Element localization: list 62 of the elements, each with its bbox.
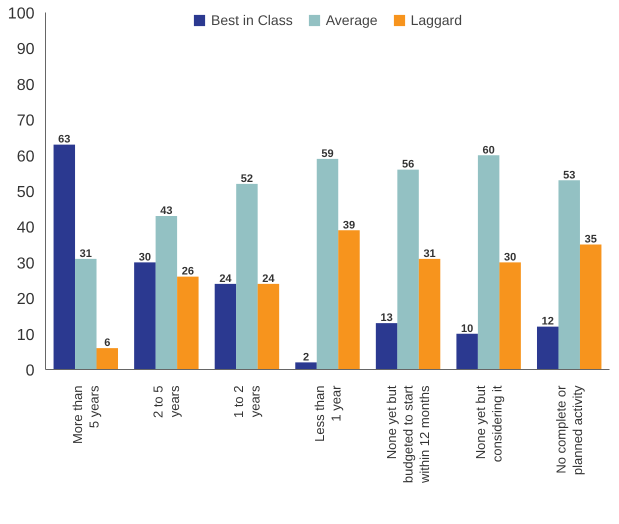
- data-label: 59: [321, 148, 334, 160]
- data-label: 53: [563, 169, 576, 182]
- bar: [338, 230, 360, 370]
- data-label: 52: [240, 172, 254, 185]
- legend-label: Laggard: [410, 12, 462, 28]
- bar: [236, 184, 258, 370]
- data-label: 31: [423, 248, 436, 260]
- data-label: 6: [104, 337, 110, 350]
- y-tick-label: 10: [16, 326, 35, 344]
- x-tick-label: Less than 1 year: [312, 384, 344, 442]
- bar: [397, 170, 419, 370]
- data-label: 63: [58, 134, 70, 146]
- y-tick-label: 0: [26, 362, 35, 380]
- data-label: 39: [342, 219, 356, 232]
- bar: [96, 348, 118, 370]
- y-tick-label: 80: [16, 76, 35, 94]
- y-tick-label: 60: [16, 148, 35, 166]
- data-label: 56: [402, 158, 414, 171]
- bar: [418, 258, 440, 370]
- bar: [156, 216, 178, 370]
- data-label: 2: [302, 351, 310, 364]
- legend-label: Average: [326, 12, 378, 28]
- data-label: 43: [160, 204, 172, 217]
- x-tick-label: 2 to 5 years: [150, 385, 182, 418]
- x-tick-label: None yet but budgeted to start within 12 months: [384, 385, 432, 484]
- data-label: 26: [182, 266, 194, 278]
- y-tick-label: 40: [16, 220, 35, 237]
- y-tick-label: 100: [8, 6, 35, 22]
- y-tick-label: 30: [16, 255, 35, 272]
- bar: [258, 284, 280, 370]
- data-label: 35: [584, 234, 597, 246]
- bar: [75, 258, 97, 370]
- bar: [499, 262, 521, 370]
- x-tick-label: No complete or planned activity: [553, 384, 585, 476]
- data-label: 24: [219, 272, 232, 285]
- data-label: 30: [504, 251, 516, 264]
- x-tick-label: 1 to 2 years: [231, 385, 263, 418]
- data-label: 60: [482, 144, 495, 156]
- y-tick-label: 90: [16, 41, 35, 58]
- bar: [177, 276, 199, 370]
- data-label: 31: [80, 248, 92, 260]
- bar: [580, 244, 602, 370]
- bar: [134, 262, 156, 370]
- bar: [376, 323, 398, 370]
- y-tick-label: 50: [16, 184, 35, 201]
- legend-label: Best in Class: [211, 12, 293, 28]
- y-tick-label: 20: [16, 291, 35, 308]
- data-label: 12: [542, 316, 554, 328]
- bar: [295, 362, 317, 370]
- y-tick-label: 70: [16, 112, 35, 130]
- bar: [316, 158, 338, 370]
- data-label: 30: [138, 251, 152, 264]
- bar: [54, 144, 76, 370]
- data-label: 13: [380, 312, 393, 324]
- data-label: 24: [262, 272, 276, 285]
- bar: [558, 180, 580, 370]
- bar: [536, 326, 558, 370]
- x-tick-label: More than 5 years: [70, 385, 102, 444]
- data-label: 10: [461, 322, 474, 335]
- bar: [478, 155, 500, 370]
- bar: [214, 284, 236, 370]
- bar: [456, 334, 478, 370]
